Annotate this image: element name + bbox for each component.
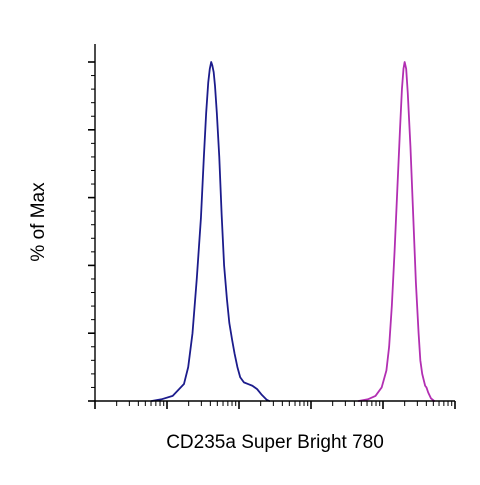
histogram-curve-2 xyxy=(357,61,436,402)
y-axis-label: % of Max xyxy=(28,182,49,262)
histogram-curve-1 xyxy=(150,61,271,402)
x-axis-label: CD235a Super Bright 780 xyxy=(166,432,384,453)
series-layer xyxy=(150,61,436,402)
